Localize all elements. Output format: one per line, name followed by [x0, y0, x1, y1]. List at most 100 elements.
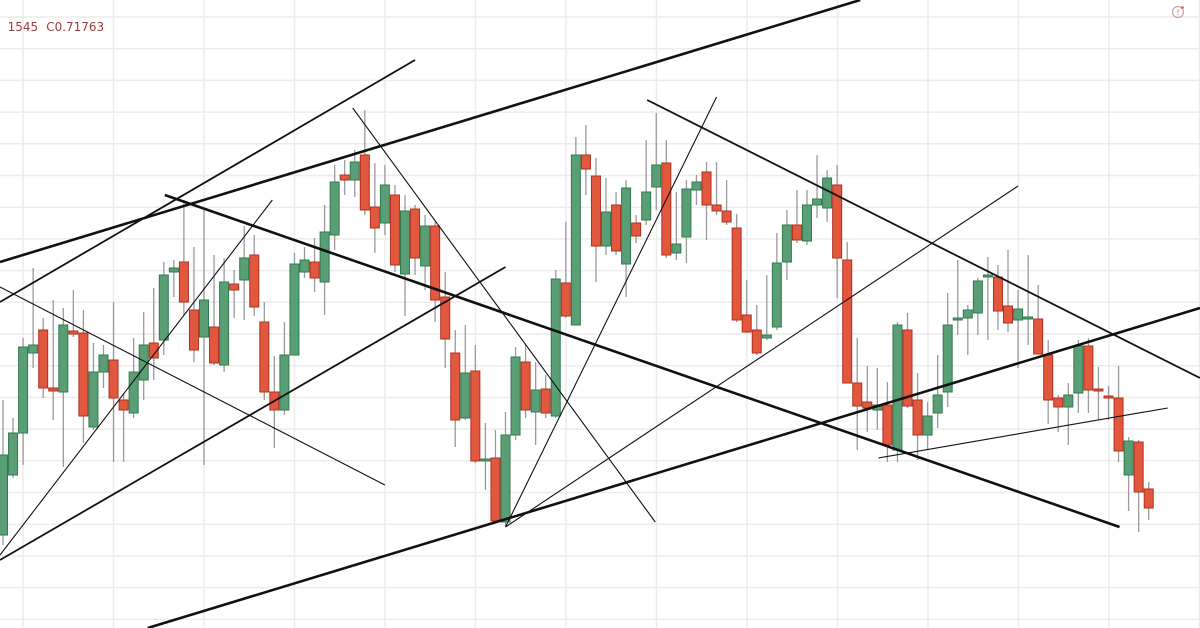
candle-body [289, 263, 300, 356]
candle-down [560, 222, 571, 318]
candle-body [490, 457, 501, 522]
trendline[interactable] [0, 286, 386, 486]
candle-up [199, 210, 209, 465]
trendline[interactable] [147, 306, 1200, 628]
candle-body [1073, 345, 1084, 394]
candle-up [691, 175, 702, 205]
candle-body [28, 344, 39, 354]
candle-up [892, 322, 903, 462]
candle-up [932, 355, 943, 428]
candle-up [1063, 383, 1074, 445]
candle-body [1033, 318, 1044, 355]
trendline[interactable] [164, 193, 1120, 529]
candle-up [550, 270, 561, 418]
candle-body [1123, 440, 1134, 476]
candle-body [309, 261, 320, 279]
candle-body [1103, 395, 1114, 399]
candle-body [1113, 397, 1124, 452]
candle-body [540, 388, 551, 414]
candle-body [651, 164, 662, 188]
candle-body [802, 204, 812, 242]
candle-up [651, 113, 662, 210]
candle-body [259, 321, 270, 393]
candle-body [108, 359, 119, 399]
trendline[interactable] [0, 0, 861, 264]
candle-down [791, 190, 802, 243]
ohlc-legend: 1545 C0.71763 [0, 6, 112, 34]
candle-down [1083, 338, 1094, 413]
candle-down [440, 272, 451, 368]
candle-down [68, 290, 79, 337]
candle-down [369, 163, 380, 253]
candle-body [148, 342, 159, 359]
candle-down [1133, 440, 1144, 532]
candle-down [912, 373, 923, 460]
candle-body [1093, 388, 1104, 392]
candle-body [470, 370, 481, 462]
candle-up [570, 137, 581, 326]
trendline[interactable] [352, 107, 656, 523]
candle-body [1043, 354, 1054, 401]
candle-body [359, 154, 370, 211]
candle-body [1143, 488, 1154, 509]
candle-up [771, 233, 782, 330]
candle-up [621, 180, 632, 297]
candle-down [852, 338, 863, 450]
candle-down [188, 247, 199, 362]
candle-body [550, 278, 561, 417]
candle-body [299, 259, 310, 273]
candle-body [510, 356, 521, 436]
candle-down [741, 280, 752, 333]
trendline[interactable] [0, 266, 506, 561]
candle-body [339, 174, 350, 181]
candle-up [329, 165, 340, 250]
candle-up [510, 347, 521, 440]
candle-up [802, 190, 812, 245]
trendline[interactable] [646, 99, 1200, 379]
candle-body [1063, 394, 1074, 408]
candle-body [621, 187, 632, 265]
trendline[interactable] [878, 407, 1168, 459]
candle-down [832, 165, 843, 298]
trendline[interactable] [505, 96, 718, 528]
candle-body [209, 326, 220, 364]
candle-up [822, 170, 833, 222]
trendline[interactable] [0, 199, 273, 556]
candle-down [1053, 395, 1064, 432]
candle-body [601, 211, 611, 247]
candle-body [450, 352, 461, 421]
candle-down [751, 305, 762, 355]
candle-up [1023, 255, 1034, 345]
candle-up [18, 338, 29, 465]
candle-up [98, 345, 109, 388]
candle-body [88, 371, 99, 428]
candle-body [1133, 441, 1144, 493]
candle-up [812, 155, 823, 218]
candles [0, 110, 1154, 545]
candle-body [761, 334, 772, 339]
trendline[interactable] [0, 59, 416, 303]
candle-body [98, 354, 109, 373]
trendline[interactable] [505, 185, 1019, 528]
candle-body [118, 399, 129, 411]
candle-up [530, 362, 541, 445]
ohlc-partial-value: 1545 [7, 20, 39, 34]
candle-body [158, 274, 169, 341]
candle-down [410, 205, 421, 275]
candle-down [339, 160, 350, 195]
candle-body [741, 314, 752, 333]
alert-circle-icon[interactable] [1171, 5, 1185, 19]
candle-down [580, 125, 591, 195]
candle-body [440, 296, 451, 340]
candle-body [771, 262, 782, 328]
candle-body [590, 175, 601, 247]
candle-body [942, 324, 953, 393]
candle-body [922, 415, 933, 436]
candle-up [942, 293, 953, 407]
candle-body [329, 181, 340, 236]
candle-body [520, 361, 531, 411]
candle-body [791, 224, 802, 241]
candle-down [1003, 250, 1013, 332]
candle-body [229, 283, 240, 291]
